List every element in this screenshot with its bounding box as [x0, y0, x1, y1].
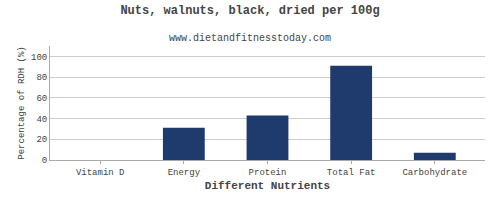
svg-text:Protein: Protein [249, 168, 287, 178]
svg-text:Total Fat: Total Fat [327, 168, 376, 178]
svg-text:0: 0 [42, 156, 47, 166]
svg-text:60: 60 [36, 94, 47, 104]
svg-text:Nuts, walnuts, black, dried pe: Nuts, walnuts, black, dried per 100g [120, 4, 379, 18]
svg-text:100: 100 [31, 53, 47, 63]
svg-text:Energy: Energy [168, 168, 201, 178]
svg-text:Percentage of RDH (%): Percentage of RDH (%) [17, 46, 27, 159]
svg-text:Carbohydrate: Carbohydrate [402, 168, 467, 178]
svg-text:www.dietandfitnesstoday.com: www.dietandfitnesstoday.com [169, 33, 331, 44]
svg-text:40: 40 [36, 115, 47, 125]
svg-text:Different Nutrients: Different Nutrients [205, 180, 330, 192]
svg-text:20: 20 [36, 135, 47, 145]
svg-text:80: 80 [36, 73, 47, 83]
svg-text:Vitamin D: Vitamin D [76, 168, 125, 178]
